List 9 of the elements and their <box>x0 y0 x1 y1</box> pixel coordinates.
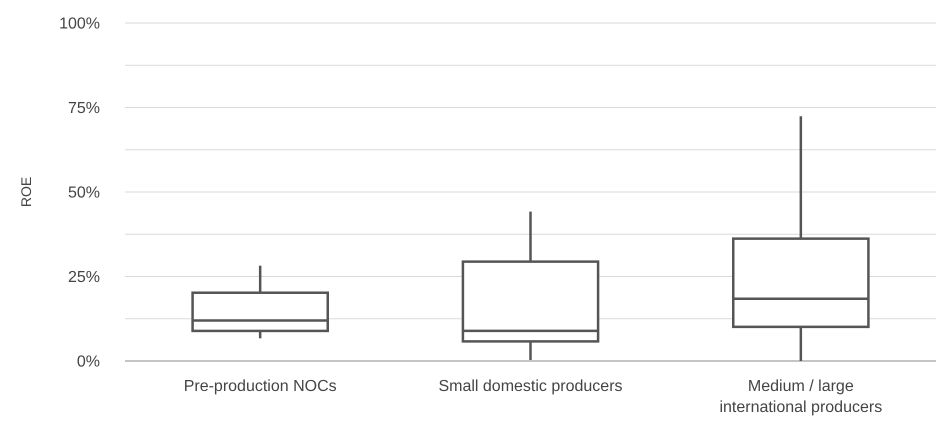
y-tick-label: 50% <box>68 184 100 202</box>
y-tick-label: 0% <box>76 354 100 371</box>
y-tick-label: 75% <box>68 100 100 118</box>
y-tick-label: 100% <box>59 16 100 33</box>
y-tick-label: 25% <box>68 269 100 286</box>
y-axis-title: ROE <box>18 176 34 208</box>
x-tick-label: Pre-production NOCs <box>184 378 337 395</box>
x-tick-label: Small domestic producers <box>438 378 623 395</box>
x-tick-label: Medium / large international producers <box>719 378 882 416</box>
